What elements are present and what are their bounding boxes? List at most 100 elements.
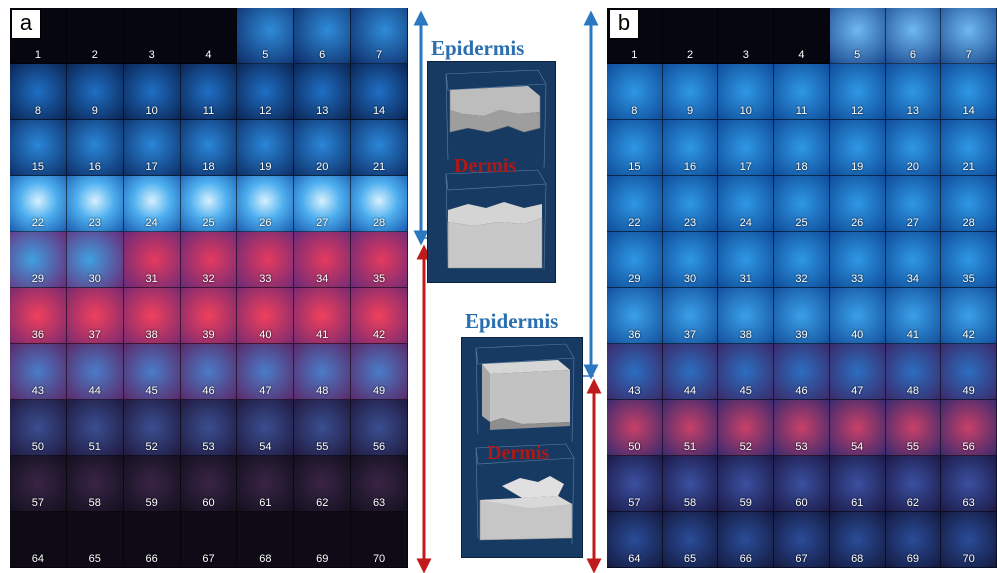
image-tile: 38 <box>718 288 775 344</box>
image-tile: 48 <box>294 344 352 400</box>
model-2-dermis-label: Dermis <box>487 442 550 464</box>
image-tile: 24 <box>718 176 775 232</box>
tile-label: 64 <box>628 553 641 565</box>
tile-label: 42 <box>962 329 975 341</box>
image-tile: 31 <box>123 232 181 288</box>
image-tile: 37 <box>66 288 124 344</box>
tile-label: 5 <box>854 49 861 61</box>
image-tile: 33 <box>829 232 886 288</box>
image-tile: 18 <box>180 120 238 176</box>
image-tile: 43 <box>607 344 663 400</box>
image-tile: 11 <box>180 64 238 120</box>
tile-label: 48 <box>906 385 920 397</box>
tile-label: 8 <box>631 105 638 117</box>
model-2-epidermis-label: Epidermis <box>465 309 559 333</box>
3d-model-2-render <box>475 343 575 545</box>
image-tile: 6 <box>294 8 352 64</box>
tile-label: 1 <box>34 49 41 61</box>
image-tile: 27 <box>885 176 942 232</box>
image-tile: 58 <box>662 456 719 512</box>
image-tile: 13 <box>885 64 942 120</box>
image-tile: 42 <box>351 288 408 344</box>
tile-label: 1 <box>631 49 638 61</box>
tile-label: 2 <box>91 49 98 61</box>
tile-label: 53 <box>202 441 215 453</box>
tile-label: 6 <box>319 49 326 61</box>
tile-label: 24 <box>145 217 158 229</box>
3d-model-1-render <box>445 69 547 271</box>
tile-label: 44 <box>88 385 101 397</box>
image-tile: 43 <box>10 344 67 400</box>
tile-label: 27 <box>906 217 920 229</box>
tile-label: 8 <box>34 105 41 117</box>
image-tile: 66 <box>123 512 181 568</box>
tile-label: 16 <box>88 161 101 173</box>
image-tile: 14 <box>351 64 408 120</box>
image-tile: 63 <box>941 456 997 512</box>
tile-label: 9 <box>91 105 98 117</box>
image-tile: 30 <box>66 232 124 288</box>
tile-label: 4 <box>798 49 805 61</box>
image-tile: 62 <box>294 456 352 512</box>
image-tile: 15 <box>607 120 663 176</box>
tile-label: 17 <box>739 161 752 173</box>
tile-label: 51 <box>88 441 101 453</box>
image-tile: 70 <box>351 512 408 568</box>
tile-label: 30 <box>88 273 101 285</box>
image-tile: 10 <box>123 64 181 120</box>
image-tile: 8 <box>607 64 663 120</box>
tile-label: 26 <box>259 217 272 229</box>
tile-label: 54 <box>851 441 864 453</box>
image-tile: 3 <box>123 8 181 64</box>
image-tile: 67 <box>180 512 238 568</box>
image-tile: 69 <box>885 512 942 568</box>
tile-label: 57 <box>628 497 641 509</box>
image-tile: 31 <box>718 232 775 288</box>
tile-label: 10 <box>145 105 158 117</box>
image-tile: 47 <box>237 344 295 400</box>
tile-label: 35 <box>372 273 386 285</box>
image-tile: 55 <box>885 400 942 456</box>
tile-label: 34 <box>906 273 920 285</box>
tile-label: 27 <box>316 217 329 229</box>
image-tile: 54 <box>829 400 886 456</box>
image-tile: 34 <box>294 232 352 288</box>
tile-label: 66 <box>739 553 752 565</box>
image-tile: 17 <box>718 120 775 176</box>
image-tile: 68 <box>829 512 886 568</box>
tile-label: 13 <box>906 105 920 117</box>
tile-label: 69 <box>316 553 329 565</box>
image-tile: 44 <box>662 344 719 400</box>
tile-label: 63 <box>962 497 975 509</box>
tile-label: 51 <box>683 441 697 453</box>
tile-label: 63 <box>372 497 386 509</box>
image-tile: 39 <box>774 288 830 344</box>
image-tile: 36 <box>607 288 663 344</box>
image-tile: 51 <box>66 400 124 456</box>
panel-b-letter: b <box>609 9 639 39</box>
image-tile: 26 <box>829 176 886 232</box>
tile-label: 46 <box>202 385 215 397</box>
tile-label: 45 <box>145 385 158 397</box>
tile-label: 47 <box>851 385 864 397</box>
image-tile: 45 <box>718 344 775 400</box>
tile-label: 64 <box>31 553 45 565</box>
image-tile: 49 <box>351 344 408 400</box>
tile-label: 38 <box>145 329 158 341</box>
image-tile: 12 <box>237 64 295 120</box>
tile-label: 28 <box>372 217 386 229</box>
image-tile: 4 <box>180 8 238 64</box>
tile-label: 67 <box>795 553 808 565</box>
image-tile: 51 <box>662 400 719 456</box>
image-tile: 41 <box>885 288 942 344</box>
tile-label: 50 <box>628 441 641 453</box>
image-tile: 52 <box>718 400 775 456</box>
image-tile: 40 <box>829 288 886 344</box>
image-tile: 17 <box>123 120 181 176</box>
image-tile: 64 <box>607 512 663 568</box>
image-tile: 33 <box>237 232 295 288</box>
image-tile: 69 <box>294 512 352 568</box>
image-tile: 65 <box>66 512 124 568</box>
image-tile: 40 <box>237 288 295 344</box>
tile-label: 59 <box>739 497 752 509</box>
